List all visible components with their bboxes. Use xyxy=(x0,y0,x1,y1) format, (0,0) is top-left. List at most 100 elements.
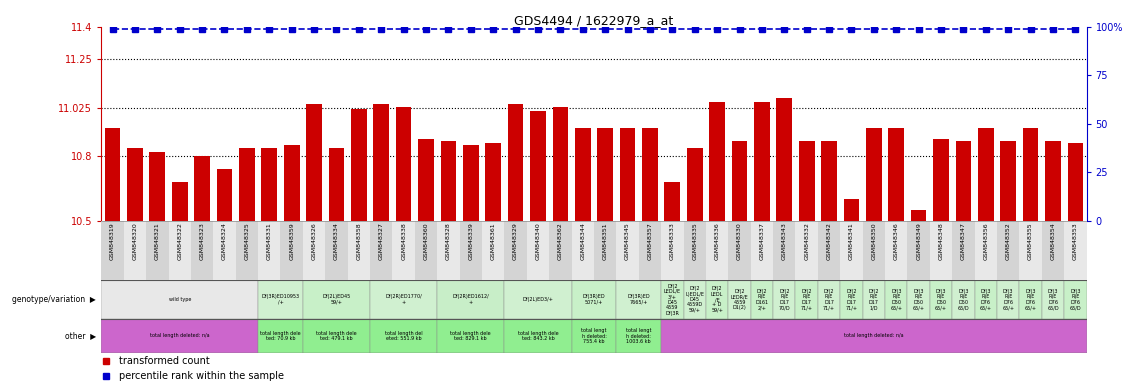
Bar xyxy=(437,221,459,280)
Bar xyxy=(437,280,504,319)
Bar xyxy=(840,280,863,319)
Text: GSM848357: GSM848357 xyxy=(647,223,652,260)
Text: GSM848336: GSM848336 xyxy=(715,223,720,260)
Text: GSM848320: GSM848320 xyxy=(133,223,137,260)
Text: GSM848344: GSM848344 xyxy=(580,223,586,260)
Bar xyxy=(508,104,524,384)
Bar xyxy=(997,221,1019,280)
Bar xyxy=(840,221,863,280)
Text: Df(3
R)E
D76
65/+: Df(3 R)E D76 65/+ xyxy=(1025,289,1037,310)
Text: GSM848343: GSM848343 xyxy=(781,223,787,260)
Text: GSM848340: GSM848340 xyxy=(536,223,540,260)
Text: GSM848350: GSM848350 xyxy=(872,223,876,260)
Bar xyxy=(374,104,390,384)
Bar xyxy=(978,128,993,384)
Bar xyxy=(908,221,930,280)
Bar xyxy=(414,221,437,280)
Bar xyxy=(642,128,658,384)
Bar xyxy=(956,141,972,384)
Bar xyxy=(440,141,456,384)
Text: total length deleted: n/a: total length deleted: n/a xyxy=(844,333,904,339)
Text: GSM848326: GSM848326 xyxy=(312,223,316,260)
Text: GSM848360: GSM848360 xyxy=(423,223,429,260)
Text: GSM848355: GSM848355 xyxy=(1028,223,1034,260)
Bar xyxy=(303,280,370,319)
Bar xyxy=(1000,141,1016,384)
Text: Df(2
R)E
D17
71/+: Df(2 R)E D17 71/+ xyxy=(846,289,858,310)
Text: GSM848362: GSM848362 xyxy=(557,223,563,260)
Bar xyxy=(150,152,166,384)
Text: total length dele
ted: 70.9 kb: total length dele ted: 70.9 kb xyxy=(260,331,301,341)
Text: GSM848354: GSM848354 xyxy=(1051,223,1055,260)
Bar xyxy=(1019,280,1042,319)
Bar xyxy=(866,128,882,384)
Bar xyxy=(370,280,437,319)
Text: GSM848352: GSM848352 xyxy=(1006,223,1011,260)
Bar xyxy=(661,221,683,280)
Bar xyxy=(888,128,904,384)
Text: total length deleted: n/a: total length deleted: n/a xyxy=(150,333,209,339)
Bar xyxy=(709,102,725,384)
Bar xyxy=(843,199,859,384)
Text: total lengt
h deleted:
1003.6 kb: total lengt h deleted: 1003.6 kb xyxy=(626,328,652,344)
Bar xyxy=(597,128,613,384)
Bar xyxy=(169,221,191,280)
Text: Df(2
LEDL
/E
+ D
59/+: Df(2 LEDL /E + D 59/+ xyxy=(711,286,723,313)
Text: Df(3
R)E
D50
65/+: Df(3 R)E D50 65/+ xyxy=(935,289,947,310)
Bar xyxy=(101,221,124,280)
Bar xyxy=(817,280,840,319)
Text: total lengt
h deleted:
755.4 kb: total lengt h deleted: 755.4 kb xyxy=(581,328,607,344)
Text: GSM848349: GSM848349 xyxy=(917,223,921,260)
Text: Df(2R)ED1612/
+: Df(2R)ED1612/ + xyxy=(453,294,489,305)
Bar xyxy=(817,221,840,280)
Bar xyxy=(1042,221,1064,280)
Bar xyxy=(863,280,885,319)
Text: Df(3R)ED
7665/+: Df(3R)ED 7665/+ xyxy=(627,294,650,305)
Bar xyxy=(706,280,729,319)
Text: GSM848322: GSM848322 xyxy=(177,223,182,260)
Bar xyxy=(1064,221,1087,280)
Text: GSM848348: GSM848348 xyxy=(939,223,944,260)
Text: Df(2L)ED3/+: Df(2L)ED3/+ xyxy=(522,297,553,302)
Bar xyxy=(303,319,370,353)
Bar xyxy=(751,280,774,319)
Bar xyxy=(348,221,370,280)
Text: Df(2
R)E
D161
2/+: Df(2 R)E D161 2/+ xyxy=(756,289,768,310)
Text: Df(2
L)EDL/E
D45
4559D
59/+: Df(2 L)EDL/E D45 4559D 59/+ xyxy=(686,286,704,313)
Bar xyxy=(530,111,546,384)
Bar xyxy=(664,182,680,384)
Text: Df(3
R)E
D76
65/D: Df(3 R)E D76 65/D xyxy=(1047,289,1058,310)
Bar xyxy=(683,221,706,280)
Bar xyxy=(258,280,303,319)
Text: Df(2
LEDL/E
3/+
D45
4559
Df(3R: Df(2 LEDL/E 3/+ D45 4559 Df(3R xyxy=(663,283,681,316)
Bar xyxy=(774,221,795,280)
Text: GSM848333: GSM848333 xyxy=(670,223,674,260)
Text: GSM848324: GSM848324 xyxy=(222,223,227,260)
Bar xyxy=(911,210,927,384)
Bar xyxy=(191,221,213,280)
Bar xyxy=(798,141,814,384)
Text: GSM848319: GSM848319 xyxy=(110,223,115,260)
Bar xyxy=(105,128,120,384)
Bar xyxy=(396,107,411,384)
Text: Df(3
R)E
D76
65/D: Df(3 R)E D76 65/D xyxy=(1070,289,1081,310)
Bar xyxy=(997,280,1019,319)
Text: Df(3R)ED
5071/+: Df(3R)ED 5071/+ xyxy=(582,294,606,305)
Text: GSM848338: GSM848338 xyxy=(401,223,406,260)
Bar xyxy=(732,141,748,384)
Bar xyxy=(303,221,325,280)
Title: GDS4494 / 1622979_a_at: GDS4494 / 1622979_a_at xyxy=(515,14,673,27)
Bar xyxy=(885,221,908,280)
Bar xyxy=(418,139,434,384)
Text: GSM848345: GSM848345 xyxy=(625,223,631,260)
Bar xyxy=(683,280,706,319)
Bar xyxy=(146,221,169,280)
Text: GSM848329: GSM848329 xyxy=(513,223,518,260)
Text: Df(2R)ED1770/
+: Df(2R)ED1770/ + xyxy=(385,294,422,305)
Bar xyxy=(933,139,949,384)
Bar xyxy=(795,280,817,319)
Text: GSM848351: GSM848351 xyxy=(602,223,608,260)
Bar xyxy=(1067,143,1083,384)
Bar xyxy=(213,221,235,280)
Text: Df(2
R)E
D17
71/+: Df(2 R)E D17 71/+ xyxy=(801,289,813,310)
